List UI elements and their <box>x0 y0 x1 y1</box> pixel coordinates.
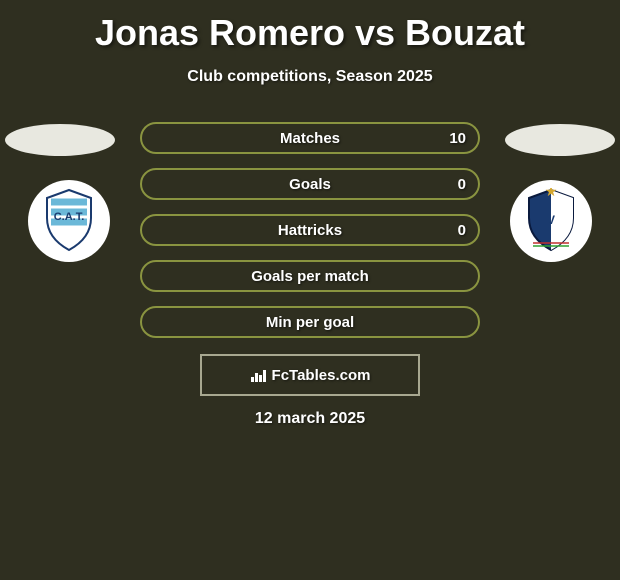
stat-label: Hattricks <box>278 222 342 239</box>
date-text: 12 march 2025 <box>0 410 620 428</box>
stat-row-hattricks: Hattricks 0 <box>140 214 480 246</box>
svg-text:V: V <box>547 213 555 227</box>
stat-row-goals: Goals 0 <box>140 168 480 200</box>
stat-label: Goals per match <box>251 268 369 285</box>
stat-row-mpg: Min per goal <box>140 306 480 338</box>
player-photo-right <box>505 124 615 156</box>
stat-value-right: 0 <box>458 176 466 193</box>
stat-label: Matches <box>280 130 340 147</box>
branding-text: FcTables.com <box>250 367 371 384</box>
stats-container: Matches 10 Goals 0 Hattricks 0 Goals per… <box>140 122 480 352</box>
svg-text:★: ★ <box>545 188 558 199</box>
branding-label: FcTables.com <box>272 367 371 384</box>
stat-row-matches: Matches 10 <box>140 122 480 154</box>
bar-chart-icon <box>250 368 268 382</box>
page-subtitle: Club competitions, Season 2025 <box>0 68 620 86</box>
stat-row-gpm: Goals per match <box>140 260 480 292</box>
stat-label: Goals <box>289 176 331 193</box>
page-title: Jonas Romero vs Bouzat <box>0 0 620 54</box>
stat-value-right: 0 <box>458 222 466 239</box>
shield-icon-left: C.A.T. <box>41 188 97 254</box>
svg-text:C.A.T.: C.A.T. <box>54 211 85 223</box>
stat-label: Min per goal <box>266 314 354 331</box>
team-logo-left: C.A.T. <box>28 180 110 262</box>
branding-box: FcTables.com <box>200 354 420 396</box>
shield-icon-right: ★ V <box>523 188 579 254</box>
player-photo-left <box>5 124 115 156</box>
team-logo-right: ★ V <box>510 180 592 262</box>
stat-value-right: 10 <box>449 130 466 147</box>
